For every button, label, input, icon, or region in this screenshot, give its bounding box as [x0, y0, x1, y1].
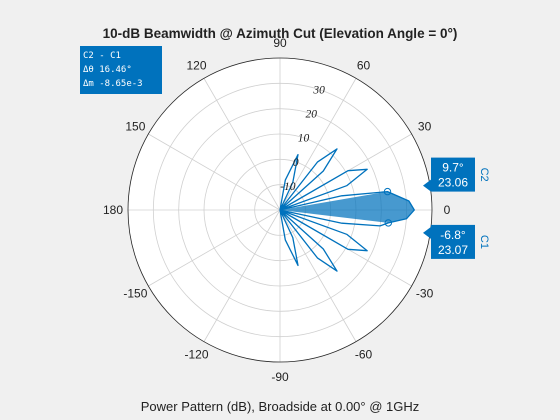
angle-tick-label: 120	[186, 58, 206, 72]
delta-line-3: Δm -8.65e-3	[83, 79, 143, 89]
cursor-marker-c2[interactable]	[383, 187, 392, 196]
cursor-name-label: C1	[478, 235, 490, 249]
cursor-marker-c1[interactable]	[384, 219, 392, 227]
magnitude-tick-labels: -10 0 10 20 30	[280, 85, 325, 193]
pattern-line	[279, 148, 415, 272]
magnitude-tick-label: 30	[312, 85, 325, 97]
pattern-series	[279, 148, 415, 272]
angle-grid-line	[148, 209, 281, 287]
cursor-callout-c1[interactable]: -6.8°23.07 C1	[423, 224, 490, 259]
cursor-callout-c2[interactable]: 9.7°23.06 C2	[423, 157, 490, 192]
angle-tick-label: 30	[418, 120, 432, 134]
angle-tick-label: 0	[444, 203, 451, 217]
angle-grid-line	[279, 78, 357, 211]
angle-tick-label: 60	[357, 58, 371, 72]
angle-tick-label: -150	[123, 287, 147, 301]
angle-tick-label: 150	[125, 120, 145, 134]
angle-grid-line	[203, 78, 281, 211]
cursor-callout-box	[431, 224, 475, 259]
angle-tick-label: 90	[273, 36, 287, 50]
angle-grid-line	[203, 209, 281, 342]
angle-tick-label: -90	[271, 370, 289, 384]
angle-tick-label: -60	[355, 348, 373, 362]
cursor-name-label: C2	[478, 168, 490, 182]
delta-line-1: C2 - C1	[83, 51, 121, 61]
cursor-callout-box	[431, 157, 475, 192]
cursor-angle-text: -6.8°	[440, 228, 466, 242]
magnitude-tick-label: 0	[293, 157, 299, 169]
angle-grid-line	[148, 133, 281, 211]
beamwidth-fill	[280, 191, 415, 223]
chart-subtitle: Power Pattern (dB), Broadside at 0.00° @…	[141, 399, 420, 414]
cursor-callout-pointer	[423, 226, 431, 239]
magnitude-tick-label: 20	[306, 109, 318, 121]
polar-axes-outline	[127, 57, 433, 363]
delta-readout[interactable]: C2 - C1 Δθ 16.46° Δm -8.65e-3	[80, 46, 162, 94]
cursor-angle-text: 9.7°	[442, 161, 464, 175]
cursor-value-text: 23.06	[438, 176, 468, 190]
chart-title: 10-dB Beamwidth @ Azimuth Cut (Elevation…	[103, 26, 458, 41]
magnitude-tick-label: -10	[280, 181, 296, 193]
beamwidth-region	[280, 191, 415, 223]
cursor-value-text: 23.07	[438, 243, 468, 257]
angle-grid-line	[279, 209, 357, 342]
delta-readout-box	[80, 46, 162, 94]
angle-tick-labels: 90 60 30 0 -30 -60 -90 -120 -150 180 150 120	[103, 36, 451, 384]
angle-tick-label: -30	[416, 287, 434, 301]
angle-tick-label: -120	[184, 348, 208, 362]
angle-tick-label: 180	[103, 203, 123, 217]
cursor-callout-pointer	[423, 179, 431, 192]
magnitude-tick-label: 10	[298, 133, 310, 145]
cursors: 9.7°23.06 C2 -6.8°23.07 C1	[383, 157, 490, 259]
delta-line-2: Δθ 16.46°	[83, 65, 132, 75]
